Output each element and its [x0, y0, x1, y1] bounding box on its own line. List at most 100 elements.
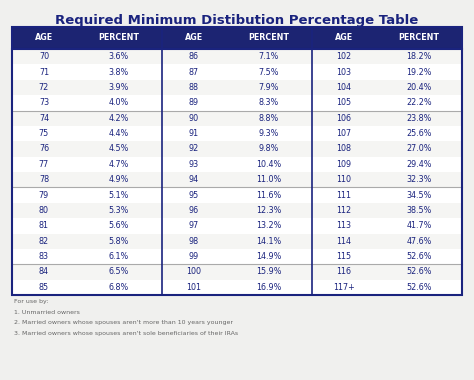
Bar [12, 27, 462, 295]
Text: 5.3%: 5.3% [109, 206, 129, 215]
Text: 4.2%: 4.2% [109, 114, 129, 123]
Text: 4.4%: 4.4% [109, 129, 129, 138]
Text: 115: 115 [337, 252, 352, 261]
Bar [12, 64, 462, 80]
Text: 76: 76 [39, 144, 49, 154]
Text: 73: 73 [39, 98, 49, 107]
Text: 77: 77 [39, 160, 49, 169]
Text: 10.4%: 10.4% [256, 160, 282, 169]
Bar [12, 111, 462, 126]
Text: 70: 70 [39, 52, 49, 61]
Bar [12, 172, 462, 187]
Text: PERCENT: PERCENT [399, 33, 439, 43]
Text: 104: 104 [337, 83, 351, 92]
Text: 105: 105 [337, 98, 352, 107]
Text: 38.5%: 38.5% [406, 206, 432, 215]
Text: 106: 106 [337, 114, 351, 123]
Text: 5.8%: 5.8% [109, 237, 129, 246]
Text: 116: 116 [337, 268, 351, 276]
Text: 71: 71 [39, 68, 49, 76]
Text: 85: 85 [39, 283, 49, 292]
Text: 1. Unmarried owners: 1. Unmarried owners [14, 309, 80, 315]
Text: 4.7%: 4.7% [109, 160, 129, 169]
Text: 95: 95 [189, 190, 199, 200]
Text: 117+: 117+ [333, 283, 355, 292]
Text: AGE: AGE [185, 33, 203, 43]
Text: 6.8%: 6.8% [109, 283, 129, 292]
Text: 100: 100 [186, 268, 201, 276]
Text: 94: 94 [189, 175, 199, 184]
Bar [12, 203, 462, 218]
Text: 16.9%: 16.9% [256, 283, 282, 292]
Text: 80: 80 [39, 206, 49, 215]
Text: 83: 83 [39, 252, 49, 261]
Text: 7.5%: 7.5% [259, 68, 279, 76]
Text: 34.5%: 34.5% [406, 190, 432, 200]
Text: 81: 81 [39, 221, 49, 230]
Text: 114: 114 [337, 237, 351, 246]
Text: 112: 112 [337, 206, 352, 215]
Text: 110: 110 [337, 175, 351, 184]
Text: 7.9%: 7.9% [259, 83, 279, 92]
Bar [12, 95, 462, 111]
Bar [12, 280, 462, 295]
Text: 23.8%: 23.8% [406, 114, 432, 123]
Text: 93: 93 [189, 160, 199, 169]
Text: 3.6%: 3.6% [109, 52, 129, 61]
Text: 88: 88 [189, 83, 199, 92]
Text: 5.6%: 5.6% [109, 221, 129, 230]
Text: 98: 98 [189, 237, 199, 246]
Text: 3. Married owners whose spouses aren't sole beneficiaries of their IRAs: 3. Married owners whose spouses aren't s… [14, 331, 238, 336]
Text: 108: 108 [337, 144, 351, 154]
Text: 107: 107 [337, 129, 352, 138]
Text: 14.9%: 14.9% [256, 252, 282, 261]
Text: 86: 86 [189, 52, 199, 61]
Text: PERCENT: PERCENT [248, 33, 290, 43]
Text: 2. Married owners whose spouses aren't more than 10 years younger: 2. Married owners whose spouses aren't m… [14, 320, 233, 325]
Text: 47.6%: 47.6% [406, 237, 432, 246]
Text: 4.0%: 4.0% [109, 98, 129, 107]
Bar [12, 141, 462, 157]
Text: 32.3%: 32.3% [406, 175, 432, 184]
Text: 4.9%: 4.9% [109, 175, 129, 184]
Text: 99: 99 [189, 252, 199, 261]
Text: 52.6%: 52.6% [406, 268, 432, 276]
Text: For use by:: For use by: [14, 299, 48, 304]
Text: 12.3%: 12.3% [256, 206, 282, 215]
Text: 29.4%: 29.4% [406, 160, 432, 169]
Text: 11.0%: 11.0% [256, 175, 282, 184]
Text: 9.8%: 9.8% [259, 144, 279, 154]
Text: 18.2%: 18.2% [406, 52, 432, 61]
Text: 109: 109 [337, 160, 352, 169]
Text: 7.1%: 7.1% [259, 52, 279, 61]
Bar [12, 249, 462, 264]
Text: 92: 92 [189, 144, 199, 154]
Text: 4.5%: 4.5% [109, 144, 129, 154]
Bar [12, 27, 462, 49]
Text: 19.2%: 19.2% [406, 68, 432, 76]
Text: 87: 87 [189, 68, 199, 76]
Text: 102: 102 [337, 52, 352, 61]
Bar [12, 233, 462, 249]
Text: PERCENT: PERCENT [99, 33, 139, 43]
Text: 13.2%: 13.2% [256, 221, 282, 230]
Text: 52.6%: 52.6% [406, 252, 432, 261]
Text: 9.3%: 9.3% [259, 129, 279, 138]
Text: 90: 90 [189, 114, 199, 123]
Text: 15.9%: 15.9% [256, 268, 282, 276]
Text: Required Minimum Distibution Percentage Table: Required Minimum Distibution Percentage … [55, 14, 419, 27]
Text: 89: 89 [189, 98, 199, 107]
Text: 20.4%: 20.4% [406, 83, 432, 92]
Bar [12, 264, 462, 280]
Text: 78: 78 [39, 175, 49, 184]
Bar [12, 157, 462, 172]
Text: 101: 101 [186, 283, 201, 292]
Text: AGE: AGE [35, 33, 53, 43]
Text: 11.6%: 11.6% [256, 190, 282, 200]
Text: 79: 79 [39, 190, 49, 200]
Text: 75: 75 [39, 129, 49, 138]
Bar [12, 218, 462, 233]
Text: 22.2%: 22.2% [406, 98, 432, 107]
Text: 3.9%: 3.9% [109, 83, 129, 92]
Text: 8.3%: 8.3% [259, 98, 279, 107]
